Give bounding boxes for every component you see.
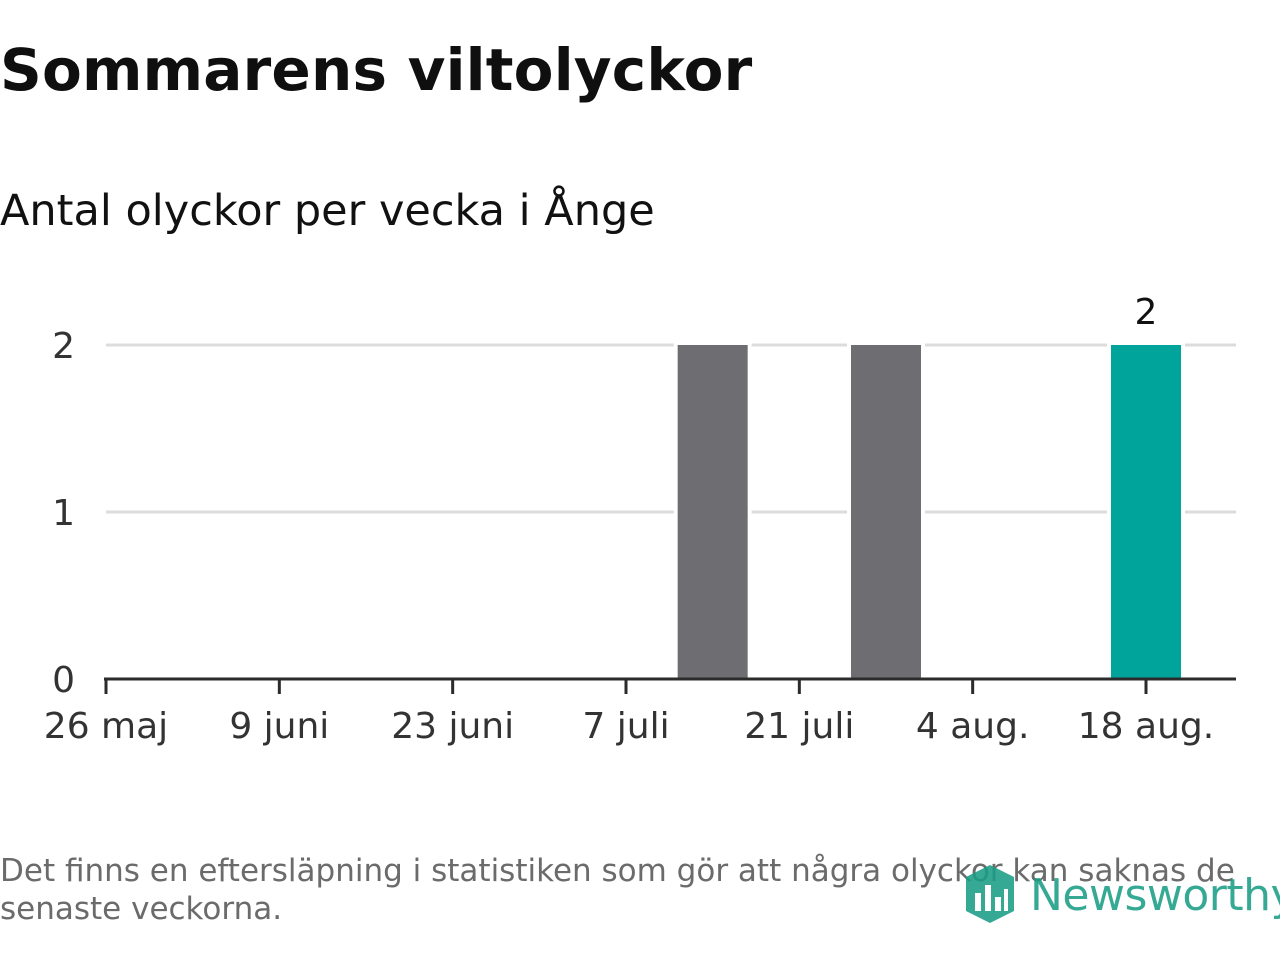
y-tick-label: 2: [52, 326, 75, 367]
x-tick-label: 9 juni: [229, 706, 329, 747]
newsworthy-logo-icon: [966, 865, 1014, 923]
bar[interactable]: [677, 345, 748, 679]
bar-highlight[interactable]: [1111, 345, 1181, 679]
y-tick-label: 1: [52, 493, 75, 534]
footnote: Det finns en eftersläpning i statistiken…: [0, 853, 1235, 927]
y-tick-label: 0: [52, 660, 75, 701]
chart-title: Sommarens viltolyckor: [0, 36, 753, 104]
x-tick-label: 18 aug.: [1078, 706, 1214, 747]
chart-subtitle: Antal olyckor per vecka i Ånge: [0, 186, 655, 236]
y-axis-ticks: 0 1 2: [52, 326, 75, 701]
x-tick-label: 21 juli: [744, 706, 854, 747]
newsworthy-logo-text: Newsworthy: [1030, 869, 1280, 921]
x-tick-label: 26 maj: [44, 706, 168, 747]
data-label: 2: [1135, 292, 1158, 333]
x-tick-label: 7 juli: [582, 706, 669, 747]
x-tick-label: 23 juni: [391, 706, 514, 747]
bar[interactable]: [851, 345, 921, 679]
x-tick-label: 4 aug.: [916, 706, 1030, 747]
bars: [673, 341, 1185, 679]
data-labels: 2: [1135, 292, 1158, 333]
newsworthy-logo[interactable]: Newsworthy: [964, 862, 1280, 928]
grid-lines: [106, 343, 1236, 514]
x-axis: 26 maj 9 juni 23 juni 7 juli 21 juli 4 aug. 18…: [44, 677, 1236, 747]
